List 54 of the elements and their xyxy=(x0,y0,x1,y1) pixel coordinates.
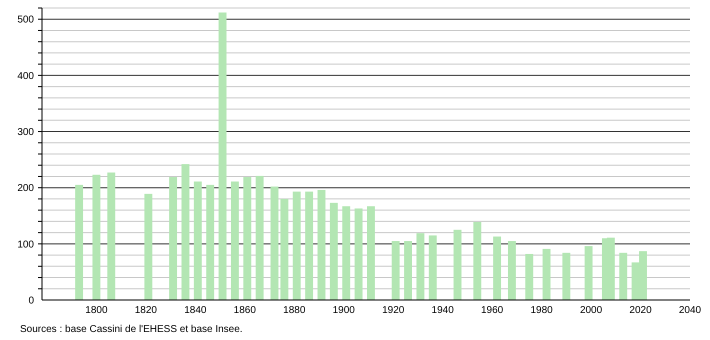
bar xyxy=(366,206,375,300)
bar xyxy=(392,241,400,300)
x-tick-label: 1860 xyxy=(234,305,256,316)
bar xyxy=(270,186,278,300)
bar xyxy=(473,222,482,300)
x-tick-label: 1980 xyxy=(530,305,554,316)
bar xyxy=(542,248,551,300)
x-tick-label: 1880 xyxy=(283,305,306,316)
bar xyxy=(169,177,178,300)
bar xyxy=(619,252,628,300)
bar xyxy=(416,233,424,300)
bar xyxy=(75,184,84,300)
bar xyxy=(305,192,314,300)
bar xyxy=(404,241,412,300)
bar xyxy=(280,198,288,300)
bar xyxy=(354,208,363,300)
x-tick-label: 1960 xyxy=(481,305,504,316)
bar xyxy=(525,254,534,300)
bar xyxy=(508,241,516,300)
x-tick-label: 1800 xyxy=(85,305,108,316)
bar xyxy=(342,206,350,300)
bar xyxy=(330,202,338,300)
bar xyxy=(428,235,437,300)
y-tick-label: 200 xyxy=(17,183,34,194)
y-tick-label: 0 xyxy=(28,296,34,306)
x-tick-label: 2000 xyxy=(580,305,603,316)
bar xyxy=(584,246,593,300)
bar xyxy=(243,177,252,300)
bar xyxy=(562,252,570,300)
bar xyxy=(107,172,116,300)
bar xyxy=(92,174,100,300)
x-tick-label: 1940 xyxy=(432,305,454,316)
bar xyxy=(256,176,264,300)
y-tick-label: 400 xyxy=(17,70,34,82)
y-tick-label: 300 xyxy=(17,127,34,138)
bar xyxy=(206,184,214,300)
bar xyxy=(292,192,301,300)
bar xyxy=(493,236,502,300)
bar xyxy=(144,194,152,300)
x-tick-label: 1900 xyxy=(332,305,356,316)
x-tick-label: 1920 xyxy=(382,305,405,316)
x-tick-label: 2020 xyxy=(629,305,652,316)
bar xyxy=(454,230,462,300)
bar xyxy=(218,12,227,300)
bar xyxy=(318,190,326,300)
bar xyxy=(181,164,190,300)
x-tick-label: 1840 xyxy=(184,305,207,316)
source-note: Sources : base Cassini de l'EHESS et base Insee. xyxy=(20,324,243,335)
bar xyxy=(230,182,239,300)
x-tick-label: 1820 xyxy=(134,305,158,316)
bar xyxy=(194,182,202,300)
y-tick-label: 500 xyxy=(17,14,34,26)
x-tick-label: 2040 xyxy=(678,305,702,316)
y-tick-label: 100 xyxy=(17,239,34,250)
